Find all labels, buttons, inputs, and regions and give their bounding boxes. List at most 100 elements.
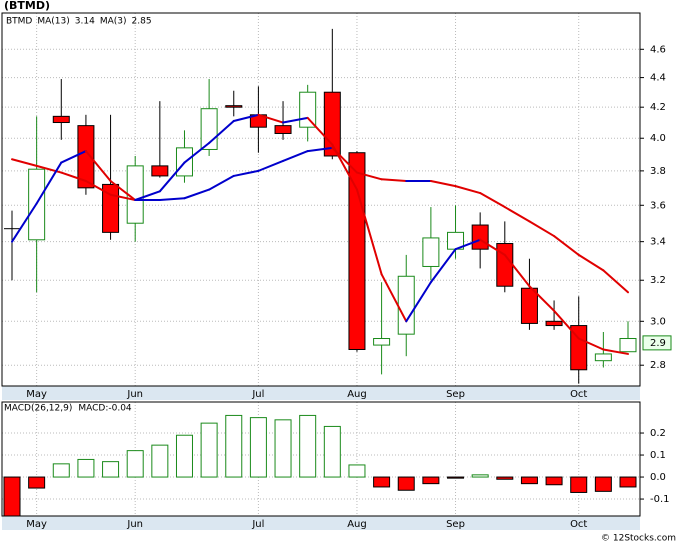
legend-value: -0.04 [108, 404, 132, 414]
macd-bar [570, 476, 588, 493]
legend-entry: MA(3) [100, 17, 127, 27]
y-tick-label: 3.0 [650, 316, 666, 327]
y-tick-label: 3.6 [650, 200, 666, 211]
y-tick-label: 3.2 [650, 275, 666, 286]
macd-bar [373, 476, 391, 488]
ma-line [479, 238, 506, 256]
candle-body [151, 165, 169, 177]
ma-line [84, 150, 112, 183]
y-tick-label: -0.1 [650, 494, 670, 505]
plot-border [1, 12, 641, 387]
x-tick-label: Jun [126, 519, 143, 530]
candle-body [77, 125, 95, 189]
legend-entry: MA(13) [37, 17, 69, 27]
ma-line [11, 202, 38, 243]
legend-entry: MACD: [78, 404, 108, 414]
x-tick-label: Sep [446, 389, 465, 400]
ma-line [306, 146, 334, 153]
candle-body [348, 152, 366, 350]
plot-border [1, 401, 641, 517]
y-tick-label: 0.2 [650, 428, 666, 439]
macd-bar [594, 476, 612, 492]
ma-line [208, 119, 235, 145]
x-tick-label: Jul [251, 519, 264, 530]
x-tick-label: May [26, 389, 47, 400]
ma-line [602, 348, 629, 355]
footer: © 12Stocks.com [601, 534, 676, 544]
ma-line [183, 142, 211, 164]
ma-line [232, 113, 260, 122]
ma-line [454, 238, 482, 251]
ma-line [503, 206, 531, 223]
ma-line [577, 253, 605, 272]
candle-body [545, 320, 563, 327]
ma-line [158, 161, 186, 193]
ma-line [306, 116, 334, 146]
macd-bar [299, 414, 317, 478]
ma-line [405, 281, 432, 323]
ma-line [577, 337, 605, 351]
ma-line [84, 180, 112, 196]
legend-entry: 2.85 [132, 17, 152, 27]
candle-body [225, 105, 243, 108]
macd-bar [422, 476, 440, 485]
ma-line [503, 253, 531, 288]
y-tick-label: 2.8 [650, 360, 666, 371]
ma-line [35, 164, 63, 174]
macd-bar [249, 417, 267, 478]
last-price-box [642, 335, 672, 351]
macd-bar [3, 476, 21, 517]
macd-bar [520, 476, 538, 485]
ma-line [602, 269, 629, 294]
ma-line [429, 180, 457, 188]
ma-line [208, 174, 235, 191]
y-tick-label: 0.0 [650, 472, 666, 483]
macd-bar [225, 414, 243, 478]
ma-line [109, 180, 137, 202]
candle-body [594, 353, 612, 362]
last-price-label: 2.9 [650, 338, 666, 349]
ma-line [232, 169, 260, 177]
macd-bar [619, 476, 637, 488]
x-tick-label: Jun [126, 389, 143, 400]
x-tick-label: Jul [251, 389, 264, 400]
x-tick-label: Aug [347, 519, 367, 530]
ma-line [528, 285, 556, 312]
ma-line [35, 161, 63, 205]
x-tick-label: Aug [347, 389, 367, 400]
ma-line [429, 248, 457, 284]
ma-line [257, 159, 285, 172]
x-tick-label: Oct [570, 519, 587, 530]
macd-bar [77, 458, 95, 478]
macd-bar [102, 461, 120, 478]
chart-title: (BTMD) [4, 0, 50, 12]
candle-body [373, 338, 391, 346]
macd-bar [274, 419, 292, 478]
y-tick-label: 0.1 [650, 450, 666, 461]
y-tick-label: 3.4 [650, 237, 666, 248]
x-tick-label: Sep [446, 519, 465, 530]
candle-body [422, 237, 440, 267]
macd-bar [545, 476, 563, 486]
ma-line [158, 197, 186, 202]
ma-line [282, 150, 309, 162]
x-axis-band [2, 516, 640, 530]
macd-bar [200, 422, 218, 478]
macd-bar [52, 463, 70, 478]
x-tick-label: May [26, 519, 47, 530]
legend-entry: 3.14 [75, 17, 95, 27]
y-tick-label: 3.8 [650, 166, 666, 177]
macd-bar [447, 476, 465, 479]
ma-line [528, 220, 556, 238]
ma-line [282, 116, 309, 124]
ma-line [454, 185, 482, 195]
ma-line [380, 178, 408, 183]
ma-line [380, 273, 408, 323]
candle-body [496, 243, 514, 287]
ma-line [553, 309, 580, 340]
candle-body [471, 224, 489, 250]
candle-body [52, 115, 70, 124]
macd-bar [175, 434, 193, 478]
candle-body [299, 91, 317, 128]
ma-line [60, 150, 87, 164]
